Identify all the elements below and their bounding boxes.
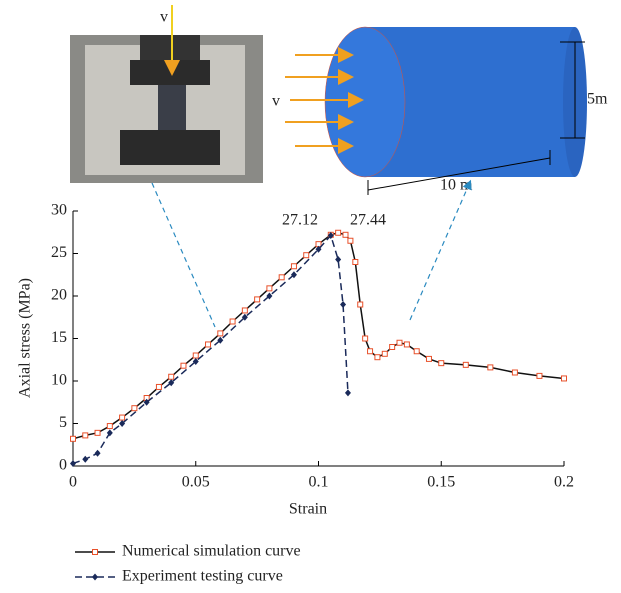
marker [217,330,224,337]
marker [290,263,297,270]
marker [266,285,273,292]
marker [381,350,388,357]
marker [229,318,236,325]
marker [155,383,162,390]
y-tick-label: 20 [51,287,67,304]
marker [94,449,101,457]
marker [367,348,374,355]
model-label: 5m [587,91,608,108]
marker [70,459,76,467]
plot: 0 5 10 15 20 25 30 0 0.05 0.1 0.15 0.2 [51,202,574,491]
marker [266,292,273,300]
marker [352,259,359,265]
marker [143,398,150,406]
marker [362,335,369,342]
series-line [72,233,349,465]
x-tick-label: 0 [69,474,77,491]
marker [335,255,342,263]
marker [82,432,89,439]
marker [511,369,518,376]
marker [217,336,224,344]
marker [389,344,396,350]
annotation: 27.44 [350,212,386,229]
marker [374,354,381,361]
marker [119,414,126,421]
photo-label: v [160,9,168,26]
marker [106,423,113,430]
y-tick-label: 0 [59,457,67,474]
marker [241,307,248,314]
marker [315,245,322,253]
marker [340,301,347,308]
y-tick-label: 15 [51,329,67,346]
marker [290,271,297,279]
model-label: v [272,93,280,110]
pointer [151,182,216,328]
y-tick-label: 25 [51,244,67,261]
marker [438,360,445,367]
y-tick-label: 10 [51,372,67,389]
marker [303,252,310,259]
x-tick-label: 0.1 [309,474,329,491]
pointer [409,179,472,321]
legend-marker [92,549,98,555]
marker [403,341,410,348]
marker [192,352,199,359]
marker [94,429,101,436]
marker [278,274,285,281]
marker [327,231,334,239]
marker [357,301,364,308]
marker [561,375,567,382]
annotation: 27.12 [282,212,318,229]
marker [536,372,543,379]
legend-label: Numerical simulation curve [122,543,301,560]
model-inset: v 5m 10 m [272,26,608,195]
x-axis-label: Strain [289,501,327,518]
marker [487,364,494,371]
y-tick-label: 5 [59,414,67,431]
x-tick-label: 0.05 [182,474,210,491]
photo-inset: v [70,5,263,183]
legend-marker [92,573,98,581]
marker [82,455,89,463]
marker [106,429,113,437]
y-tick-label: 30 [51,202,67,219]
marker [131,405,138,412]
marker [413,348,420,355]
marker [168,373,175,380]
marker [168,379,175,387]
marker [344,389,351,397]
marker [205,341,212,348]
marker [254,296,261,303]
marker [119,420,126,427]
marker [396,339,403,346]
marker [347,237,354,244]
y-axis-label: Axial stress (MPa) [17,278,34,398]
marker [241,313,248,321]
marker [462,361,469,368]
marker [335,229,342,236]
marker [192,357,199,365]
legend-label: Experiment testing curve [122,568,283,585]
marker [425,355,432,362]
marker [180,362,187,369]
x-tick-label: 0.2 [554,474,574,491]
series-line [72,231,565,440]
marker [70,435,76,442]
x-tick-label: 0.15 [427,474,455,491]
marker [342,231,349,238]
